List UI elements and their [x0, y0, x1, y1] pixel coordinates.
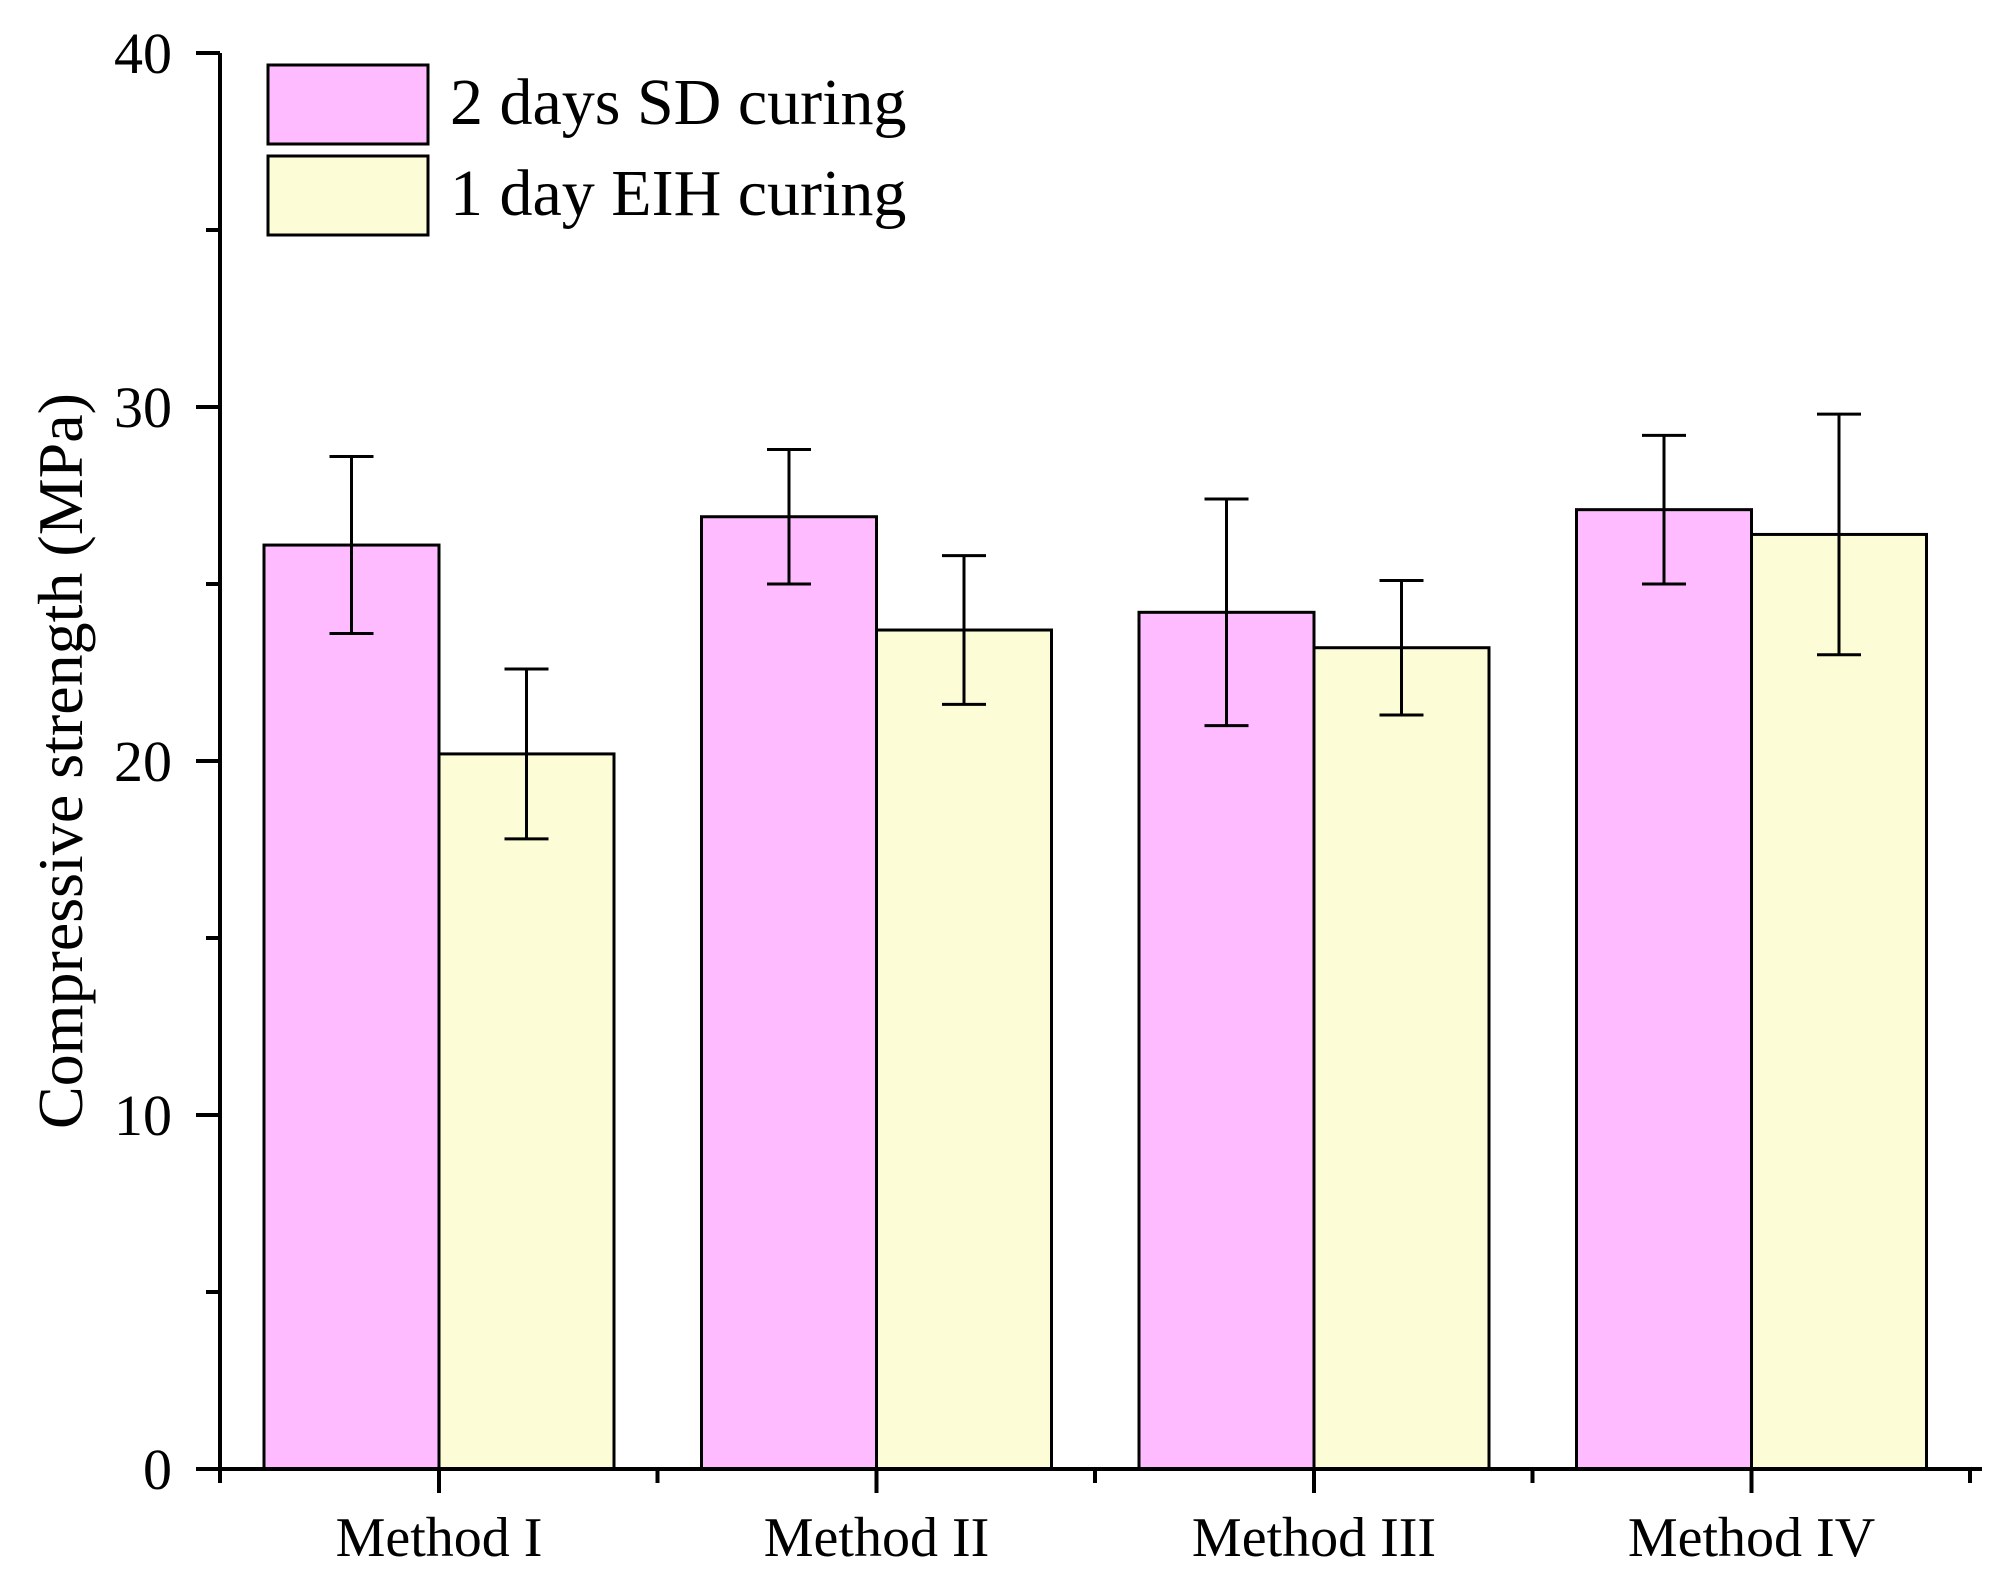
bar-1-3 — [1137, 610, 1316, 1471]
legend-label-2: 1 day EIH curing — [450, 157, 906, 230]
y-tick-label-40: 40 — [114, 21, 172, 86]
bar-2-2 — [875, 628, 1053, 1471]
legend-swatch-2 — [266, 154, 430, 237]
bar-2-3 — [1312, 646, 1491, 1471]
y-tick-label-10: 10 — [114, 1083, 172, 1148]
x-ticks-group: Method I Method II Method III Method IV — [218, 1469, 1972, 1569]
y-tick-label-0: 0 — [143, 1437, 172, 1502]
bars-group — [262, 508, 1928, 1471]
legend-swatch-1 — [266, 63, 430, 146]
legend: 2 days SD curing 1 day EIH curing — [266, 63, 906, 237]
y-ticks-group: 0 10 20 30 40 — [114, 21, 220, 1502]
legend-label-1: 2 days SD curing — [450, 66, 906, 139]
x-tick-label-2: Method II — [764, 1507, 990, 1569]
bar-2-4 — [1750, 532, 1928, 1471]
bar-2-1 — [437, 752, 616, 1471]
bar-1-1 — [262, 543, 441, 1471]
y-tick-label-30: 30 — [114, 375, 172, 440]
y-axis-label: Compressive strength (MPa) — [25, 393, 96, 1129]
bar-1-4 — [1575, 508, 1753, 1471]
bar-1-2 — [700, 515, 878, 1471]
x-tick-label-3: Method III — [1192, 1507, 1436, 1569]
y-tick-label-20: 20 — [114, 729, 172, 794]
x-tick-label-4: Method IV — [1628, 1507, 1875, 1569]
x-tick-label-1: Method I — [336, 1507, 543, 1569]
error-bars-group — [329, 412, 1861, 841]
